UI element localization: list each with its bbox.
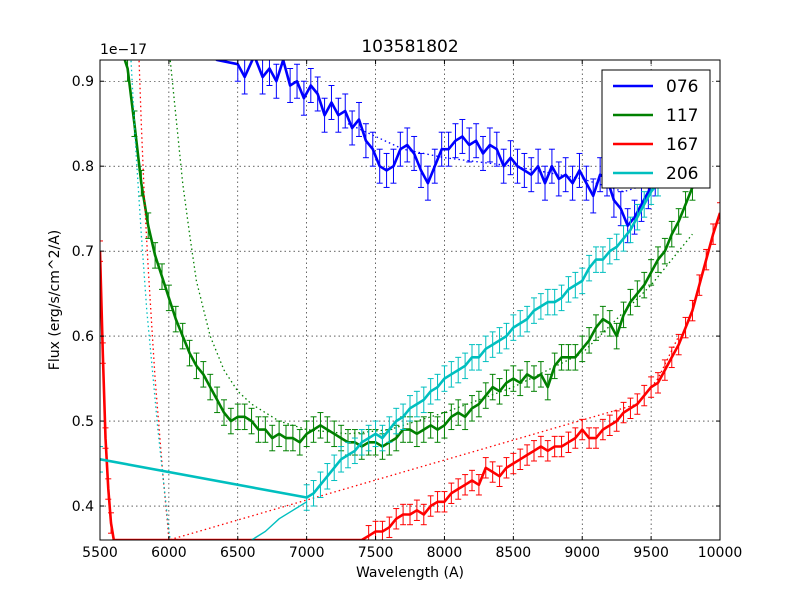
y-tick-label: 0.4 bbox=[72, 499, 94, 515]
legend: 076 117 167 206 bbox=[601, 69, 711, 189]
ticks: 5500 6000 6500 7000 7500 8000 8500 9000 9500 1000… bbox=[72, 60, 743, 561]
x-tick-label: 9500 bbox=[633, 545, 669, 561]
series-076-model bbox=[347, 123, 673, 193]
x-axis-label: Wavelength (A) bbox=[356, 565, 464, 581]
x-tick-label: 8500 bbox=[496, 545, 532, 561]
y-tick-label: 0.5 bbox=[72, 414, 94, 430]
x-tick-label: 6500 bbox=[220, 545, 256, 561]
series-167-line bbox=[100, 212, 720, 540]
y-tick-label: 0.8 bbox=[72, 159, 94, 175]
legend-label-167: 167 bbox=[666, 135, 698, 155]
series-117 bbox=[123, 60, 696, 460]
x-tick-label: 7000 bbox=[289, 545, 325, 561]
x-tick-label: 6000 bbox=[151, 545, 187, 561]
series-076-line bbox=[214, 60, 673, 227]
legend-box bbox=[601, 69, 711, 189]
x-tick-label: 9000 bbox=[564, 545, 600, 561]
chart-title: 103581802 bbox=[361, 37, 458, 57]
series-206-lower-segment bbox=[251, 501, 308, 540]
legend-label-206: 206 bbox=[666, 164, 698, 184]
y-axis-label: Flux (erg/s/cm^2/A) bbox=[47, 230, 63, 370]
y-offset-label: 1e−17 bbox=[100, 42, 147, 58]
legend-label-076: 076 bbox=[666, 77, 698, 97]
x-tick-label: 7500 bbox=[358, 545, 394, 561]
y-tick-label: 0.7 bbox=[72, 244, 94, 260]
y-tick-label: 0.9 bbox=[72, 74, 94, 90]
y-tick-label: 0.6 bbox=[72, 329, 94, 345]
series-206-model bbox=[130, 60, 171, 540]
x-tick-label: 10000 bbox=[698, 545, 743, 561]
series-206 bbox=[100, 60, 682, 540]
plot-frame bbox=[99, 59, 721, 541]
series-117-line bbox=[123, 60, 694, 448]
series-206-line bbox=[100, 152, 680, 499]
x-tick-label: 8000 bbox=[427, 545, 463, 561]
x-tick-label: 5500 bbox=[82, 545, 118, 561]
legend-label-117: 117 bbox=[666, 106, 698, 126]
